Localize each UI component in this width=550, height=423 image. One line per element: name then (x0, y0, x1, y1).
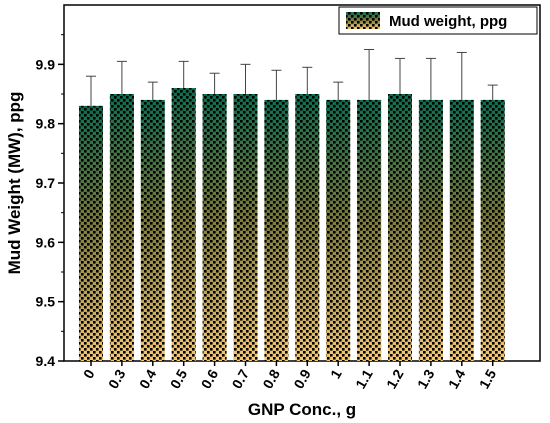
bar (264, 99, 289, 361)
y-axis-title: Mud Weight (MW), ppg (5, 92, 24, 275)
bar-pattern (202, 94, 227, 361)
x-tick-label: 0.9 (290, 366, 314, 391)
bar (171, 88, 196, 362)
error-bar (178, 60, 189, 89)
error-bar (333, 81, 344, 100)
bar (480, 99, 505, 361)
y-tick-label: 9.8 (36, 116, 56, 132)
x-axis: 0 0.3 0.4 0.5 0.6 0.7 0.8 0.9 1 1.1 1.2 1.3 1.4 1.5 (80, 361, 500, 391)
bar-pattern (233, 94, 258, 361)
bar (449, 99, 474, 361)
bar (326, 99, 351, 361)
bar-pattern (295, 94, 320, 361)
y-tick-label: 9.9 (36, 56, 56, 72)
bar (357, 99, 382, 361)
y-axis: 9.4 9.5 9.6 9.7 9.8 9.9 (36, 34, 64, 369)
bar-pattern (388, 94, 412, 361)
bar (418, 99, 443, 361)
bar-pattern (480, 99, 505, 361)
bar (79, 105, 103, 361)
y-tick-label: 9.6 (36, 234, 56, 250)
error-bar (456, 51, 467, 100)
x-axis-title: GNP Conc., g (248, 400, 356, 419)
y-tick-label: 9.4 (36, 353, 56, 369)
legend: Mud weight, ppg (338, 6, 538, 35)
error-bar (240, 63, 251, 94)
x-tick-label: 0.8 (259, 366, 283, 391)
bar (202, 94, 227, 361)
error-bar (147, 81, 158, 100)
bars-group (79, 88, 505, 362)
error-bar (209, 72, 220, 94)
error-bar (271, 69, 282, 100)
error-bar (86, 75, 96, 106)
bar (109, 94, 134, 361)
x-tick-label: 0 (80, 366, 98, 381)
x-tick-label: 1.2 (383, 366, 407, 391)
bar (295, 94, 320, 361)
error-bars-group (86, 49, 498, 106)
error-bar (116, 60, 127, 94)
bar-pattern (418, 99, 443, 361)
y-tick-label: 9.5 (36, 294, 56, 310)
error-bar (302, 66, 313, 94)
bar-pattern (79, 105, 103, 361)
bar-pattern (357, 99, 382, 361)
legend-swatch-dots (346, 12, 380, 29)
x-tick-label: 0.7 (229, 366, 253, 391)
x-tick-label: 0.5 (167, 366, 191, 391)
bar-pattern (326, 99, 351, 361)
x-tick-label: 1.4 (445, 366, 469, 391)
legend-label: Mud weight, ppg (389, 13, 507, 30)
x-tick-label: 0.6 (198, 366, 222, 391)
error-bar (364, 49, 375, 100)
x-tick-label: 0.3 (105, 366, 129, 391)
bar-pattern (449, 99, 474, 361)
x-tick-label: 1.3 (414, 366, 438, 391)
x-tick-label: 1.5 (476, 366, 500, 391)
bar-pattern (264, 99, 289, 361)
x-tick-label: 1 (327, 366, 345, 381)
x-tick-label: 1.1 (352, 366, 376, 391)
error-bar (425, 57, 436, 100)
bar (388, 94, 412, 361)
bar-pattern (109, 94, 134, 361)
error-bar (395, 57, 405, 94)
error-bar (487, 84, 498, 100)
x-tick-label: 0.4 (136, 366, 160, 391)
bar-pattern (140, 99, 165, 361)
bar (140, 99, 165, 361)
bar (233, 94, 258, 361)
bar-pattern (171, 88, 196, 362)
y-tick-label: 9.7 (36, 175, 56, 191)
